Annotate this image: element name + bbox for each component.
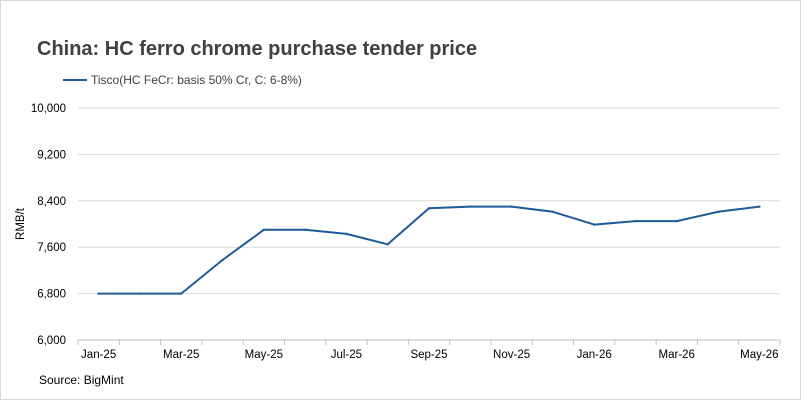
data-point	[262, 228, 266, 231]
data-point	[386, 243, 389, 246]
x-tick-label: May-25	[245, 349, 283, 361]
legend-swatch	[63, 79, 87, 81]
x-tick-label: Nov-25	[493, 349, 530, 361]
source-note: Source: BigMint	[39, 373, 124, 387]
data-point	[510, 205, 513, 208]
y-tick-label: 6,000	[37, 335, 66, 347]
series-line	[97, 205, 761, 295]
y-tick-label: 9,200	[37, 149, 66, 161]
x-tick-label: Sep-25	[410, 349, 447, 361]
x-tick-label: May-26	[740, 349, 778, 361]
data-point	[180, 292, 183, 295]
data-point	[469, 205, 472, 208]
x-tick-label: Jan-25	[81, 349, 116, 361]
legend: Tisco(HC FeCr: basis 50% Cr, C: 6-8%)	[63, 72, 302, 88]
data-point	[551, 210, 555, 214]
data-point	[427, 207, 431, 210]
y-tick-label: 6,800	[37, 289, 66, 301]
x-tick-label: Mar-25	[163, 349, 199, 361]
data-point	[303, 228, 307, 231]
data-point	[345, 232, 348, 236]
data-point	[634, 219, 637, 223]
y-tick-label: 7,600	[37, 242, 66, 254]
data-point	[716, 210, 720, 214]
x-tick-label: Jan-26	[577, 349, 612, 361]
legend-label: Tisco(HC FeCr: basis 50% Cr, C: 6-8%)	[91, 73, 302, 87]
data-point	[592, 223, 596, 226]
x-tick-label: Jul-25	[331, 349, 362, 361]
y-tick-label: 10,000	[31, 103, 66, 115]
x-tick-label: Mar-26	[659, 349, 695, 361]
y-axis-label: RMB/t	[15, 207, 27, 240]
data-point	[138, 292, 142, 295]
data-point	[675, 219, 678, 223]
data-point	[97, 292, 100, 295]
y-tick-label: 8,400	[37, 196, 66, 208]
data-point	[758, 205, 761, 208]
chart-title: China: HC ferro chrome purchase tender p…	[37, 38, 478, 60]
data-point	[221, 258, 224, 262]
